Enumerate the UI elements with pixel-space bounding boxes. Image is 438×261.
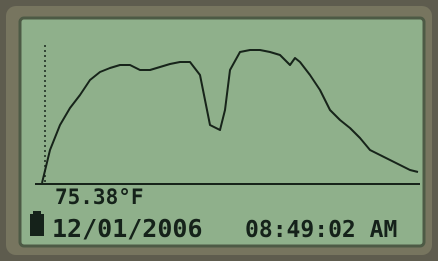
time-reading: 08:49:02 AM <box>245 217 397 243</box>
battery-body <box>30 214 44 236</box>
page: {"chart_data": {"type": "line", "color":… <box>0 0 438 261</box>
device-screen: 75.38°F 12/01/2006 08:49:02 AM <box>0 0 438 261</box>
battery-icon <box>30 211 44 236</box>
battery-tip <box>33 211 41 214</box>
temperature-reading: 75.38°F <box>55 185 144 209</box>
date-reading: 12/01/2006 <box>52 214 203 243</box>
lcd-panel <box>20 18 424 246</box>
